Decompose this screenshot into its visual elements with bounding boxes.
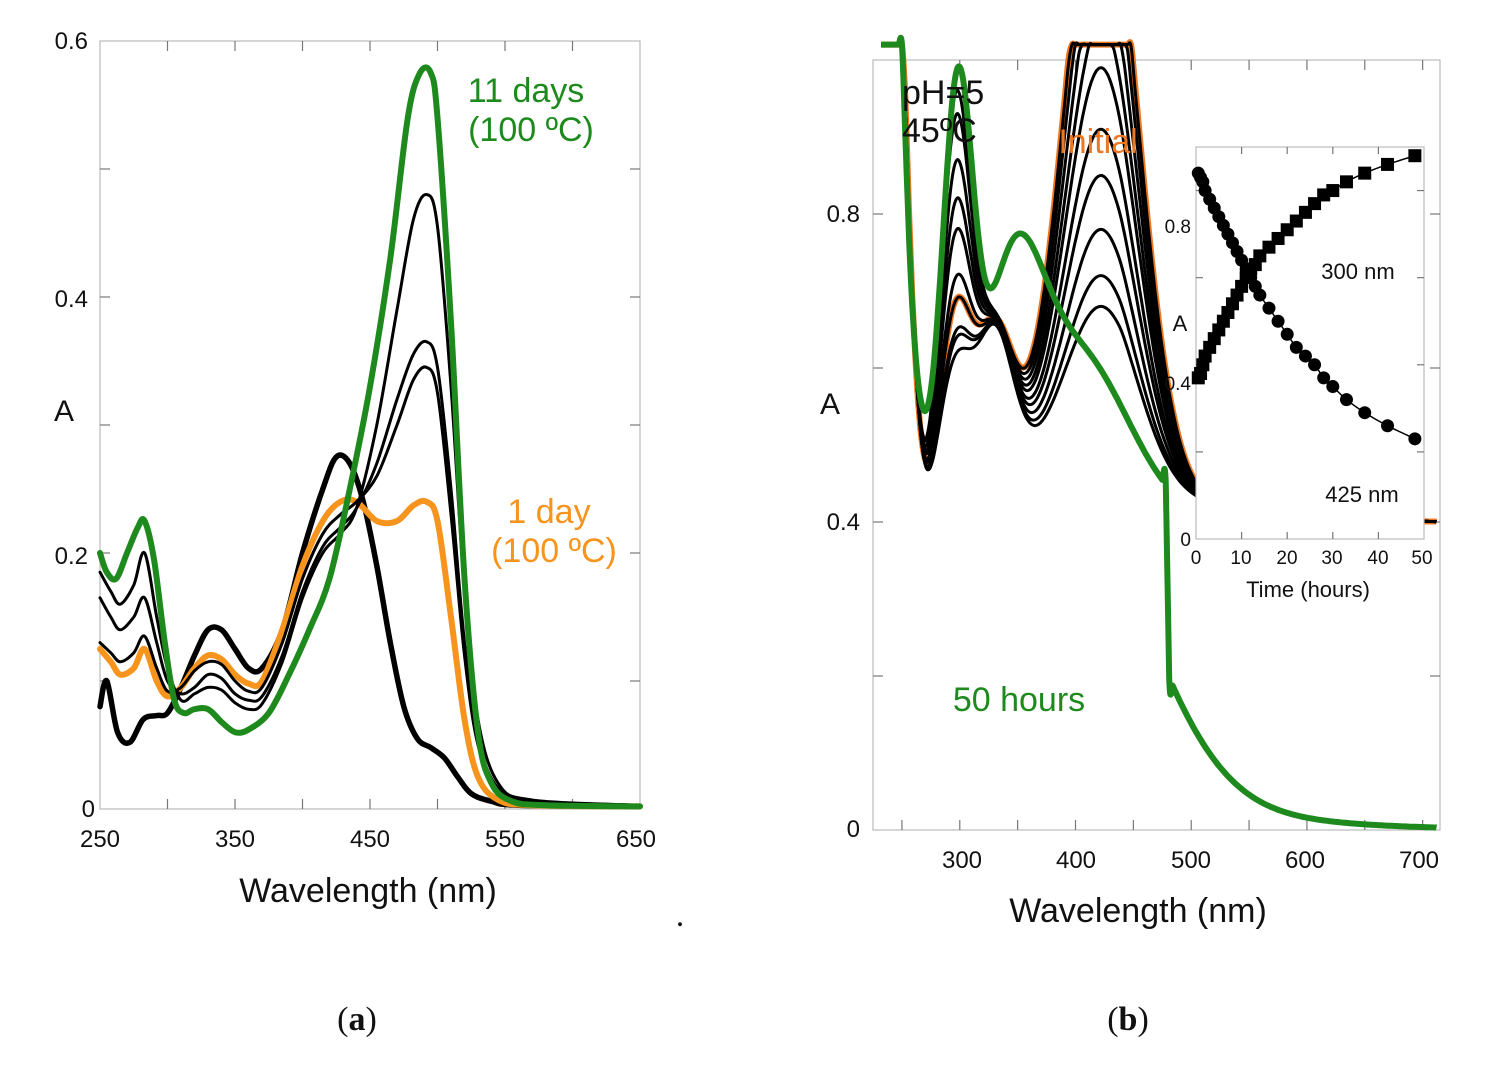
inset-plot: 0 0.4 0.8 0 10 20 30 40 50 Time (hours) … — [1165, 146, 1433, 602]
panel-b: 0 0.4 0.8 300 400 500 600 700 Wavelength… — [820, 34, 1441, 1038]
x-tick-a-0: 250 — [80, 826, 120, 853]
panel-label-a: (a) — [337, 1001, 377, 1038]
inset-marker-425nm-17 — [1271, 314, 1285, 328]
x-tick-b-1: 400 — [1056, 847, 1096, 874]
y-tick-a-1: 0.2 — [55, 543, 88, 570]
series-a-3 — [98, 339, 642, 807]
annotation-11days-line2: (100 ºC) — [468, 111, 594, 149]
y-tick-b-0: 0 — [847, 816, 860, 843]
inset-marker-300nm-25 — [1358, 166, 1372, 180]
inset-y-axis-label: A — [1173, 311, 1188, 336]
x-tick-a-3: 550 — [485, 826, 525, 853]
panel-label-b: (b) — [1107, 1001, 1149, 1038]
y-tick-a-3: 0.6 — [55, 28, 88, 55]
inset-marker-300nm-27 — [1408, 149, 1422, 163]
y-tick-b-1: 0.4 — [827, 509, 860, 536]
series-a-2 — [98, 365, 642, 807]
x-axis-label-a: Wavelength (nm) — [239, 872, 497, 910]
inset-marker-425nm-19 — [1289, 340, 1303, 354]
plot-frame-b — [872, 59, 1441, 831]
inset-x-tick-5: 50 — [1411, 548, 1432, 569]
inset-marker-425nm-23 — [1326, 380, 1340, 394]
inset-marker-425nm-16 — [1262, 301, 1276, 315]
annotation-initial: Initial — [1058, 123, 1137, 161]
annotation-11days-line1: 11 days — [468, 72, 585, 110]
inset-marker-300nm-26 — [1381, 157, 1395, 171]
annotation-1day-line1: 1 day — [507, 493, 590, 531]
inset-y-tick-0: 0 — [1180, 530, 1191, 551]
series-a-0 — [97, 452, 643, 810]
x-tick-b-4: 700 — [1399, 847, 1439, 874]
inset-x-tick-1: 10 — [1230, 548, 1251, 569]
x-tick-b-2: 500 — [1171, 847, 1211, 874]
series-b-final — [881, 34, 1438, 831]
series-a-5 — [97, 64, 643, 810]
inset-marker-300nm-23 — [1326, 184, 1340, 198]
annotation-temp: 45ºC — [902, 112, 977, 150]
y-tick-a-2: 0.4 — [55, 286, 88, 313]
annotation-1day-line2: (100 ºC) — [491, 532, 617, 570]
x-tick-b-0: 300 — [942, 847, 982, 874]
inset-marker-425nm-22 — [1317, 371, 1331, 385]
y-tick-a-0: 0 — [82, 796, 95, 823]
inset-marker-300nm-24 — [1339, 175, 1353, 189]
inset-marker-425nm-25 — [1358, 406, 1372, 420]
annotation-ph: pH=5 — [902, 74, 984, 112]
x-tick-b-3: 600 — [1285, 847, 1325, 874]
inset-marker-425nm-27 — [1408, 432, 1422, 446]
inset-marker-425nm-20 — [1298, 349, 1312, 363]
inset-x-tick-4: 40 — [1367, 548, 1388, 569]
inset-label-300nm: 300 nm — [1321, 259, 1394, 284]
panel-a: 0 0.2 0.4 0.6 250 350 450 550 650 Wavele… — [54, 28, 656, 1038]
inset-x-tick-2: 20 — [1276, 548, 1297, 569]
x-tick-a-2: 450 — [350, 826, 390, 853]
annotation-50hours: 50 hours — [953, 681, 1085, 719]
series-a-1 — [97, 496, 643, 810]
inset-marker-425nm-15 — [1253, 288, 1267, 302]
inset-marker-425nm-21 — [1308, 358, 1322, 372]
x-tick-a-4: 650 — [616, 826, 656, 853]
y-tick-b-2: 0.8 — [827, 201, 860, 228]
inset-marker-425nm-26 — [1381, 419, 1395, 433]
y-axis-label-b: A — [820, 388, 840, 421]
inset-label-425nm: 425 nm — [1325, 482, 1398, 507]
inset-x-tick-0: 0 — [1191, 548, 1202, 569]
inset-marker-425nm-24 — [1339, 393, 1353, 407]
separator-dot: . — [676, 897, 685, 934]
inset-x-axis-label: Time (hours) — [1246, 577, 1370, 602]
series-group-a — [97, 64, 643, 810]
x-tick-a-1: 350 — [215, 826, 255, 853]
x-axis-label-b: Wavelength (nm) — [1009, 892, 1267, 930]
y-axis-label-a: A — [54, 395, 74, 428]
inset-y-tick-1: 0.4 — [1165, 374, 1192, 395]
inset-marker-425nm-18 — [1280, 327, 1294, 341]
inset-series-group — [1191, 149, 1422, 446]
inset-x-tick-3: 30 — [1321, 548, 1342, 569]
inset-y-tick-2: 0.8 — [1165, 217, 1191, 238]
